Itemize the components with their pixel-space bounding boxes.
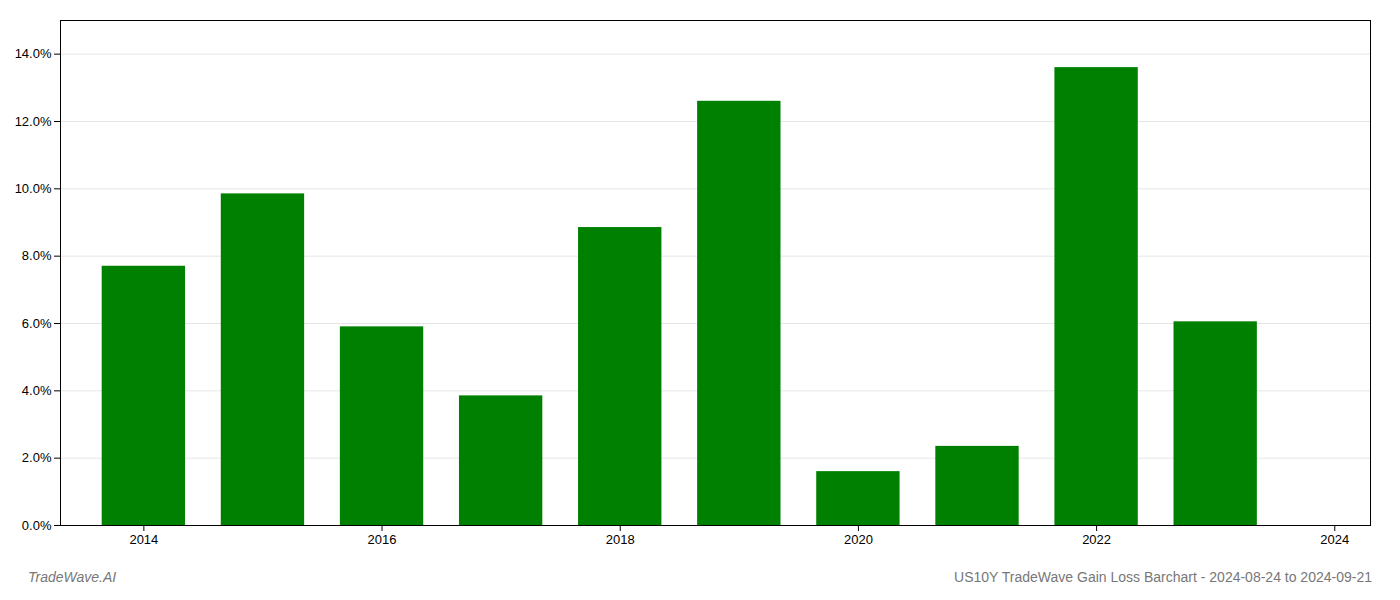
- svg-text:2014: 2014: [129, 532, 158, 547]
- svg-text:2022: 2022: [1082, 532, 1111, 547]
- svg-text:2016: 2016: [368, 532, 397, 547]
- svg-text:0.0%: 0.0%: [22, 518, 52, 533]
- html-text:US10Y TradeWave Gain Loss Barc: US10Y TradeWave Gain Loss Barchart - 202…: [954, 569, 1372, 585]
- svg-text:4.0%: 4.0%: [22, 383, 52, 398]
- svg-text:6.0%: 6.0%: [22, 316, 52, 331]
- svg-text:10.0%: 10.0%: [15, 181, 52, 196]
- svg-text:12.0%: 12.0%: [15, 114, 52, 129]
- svg-text:2020: 2020: [844, 532, 873, 547]
- svg-text:2.0%: 2.0%: [22, 450, 52, 465]
- svg-text:8.0%: 8.0%: [22, 248, 52, 263]
- svg-text:2024: 2024: [1320, 532, 1349, 547]
- html-text:TradeWave.AI: TradeWave.AI: [28, 569, 117, 585]
- svg-text:2018: 2018: [606, 532, 635, 547]
- svg-text:14.0%: 14.0%: [15, 46, 52, 61]
